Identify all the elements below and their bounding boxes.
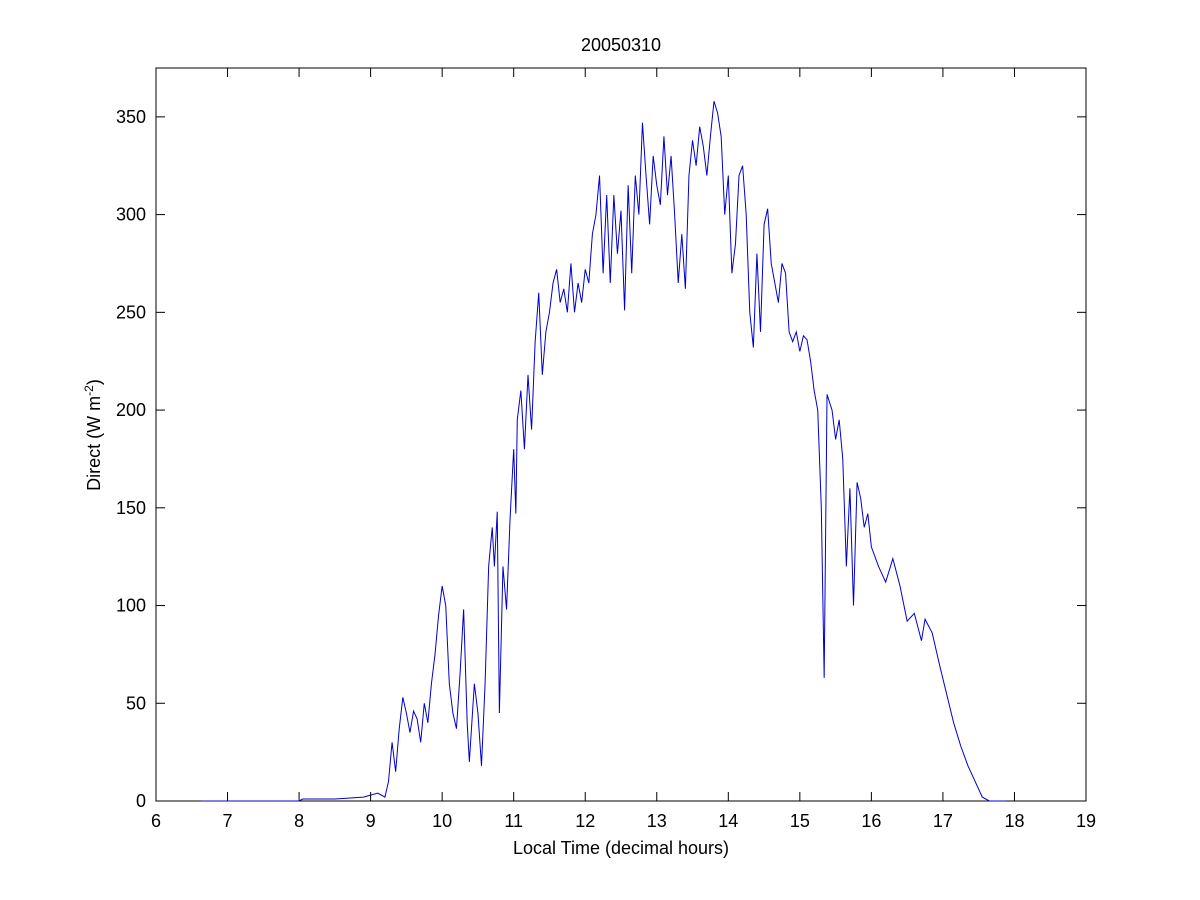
x-tick-label: 16 — [861, 811, 881, 831]
y-tick-label: 250 — [116, 302, 146, 322]
x-tick-label: 7 — [223, 811, 233, 831]
y-axis-label-text: Direct (W m — [84, 396, 104, 491]
x-axis-label: Local Time (decimal hours) — [513, 838, 729, 858]
data-line — [201, 101, 1006, 802]
x-tick-label: 12 — [575, 811, 595, 831]
x-tick-label: 17 — [933, 811, 953, 831]
chart-title: 20050310 — [581, 35, 661, 55]
y-tick-label: 200 — [116, 400, 146, 420]
y-tick-label: 300 — [116, 205, 146, 225]
x-tick-label: 11 — [504, 811, 523, 831]
y-tick-label: 0 — [136, 791, 146, 811]
x-tick-label: 19 — [1076, 811, 1096, 831]
y-axis-label-suffix: ) — [84, 379, 104, 385]
y-tick-label: 100 — [116, 596, 146, 616]
x-tick-label: 14 — [718, 811, 738, 831]
plot-frame — [155, 67, 1087, 802]
x-tick-label: 6 — [151, 811, 161, 831]
x-tick-label: 15 — [790, 811, 810, 831]
y-tick-label: 350 — [116, 107, 146, 127]
y-axis-label-superscript: -2 — [82, 385, 96, 396]
x-tick-label: 8 — [294, 811, 304, 831]
x-tick-label: 13 — [647, 811, 667, 831]
x-tick-label: 10 — [432, 811, 452, 831]
y-tick-label: 150 — [116, 498, 146, 518]
y-axis-label: Direct (W m-2) — [82, 379, 104, 491]
x-tick-label: 18 — [1004, 811, 1024, 831]
x-tick-label: 9 — [366, 811, 376, 831]
y-tick-label: 50 — [126, 693, 146, 713]
